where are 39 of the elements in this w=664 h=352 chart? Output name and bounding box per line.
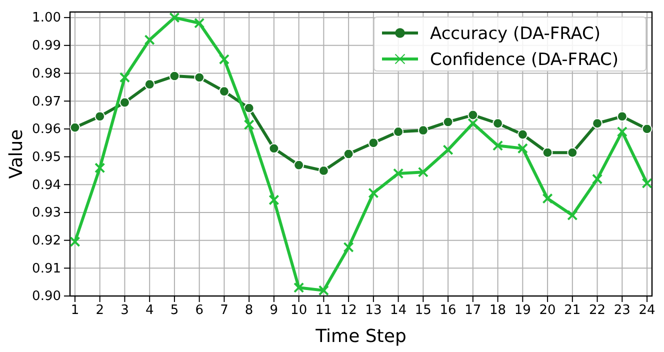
y-tick-label: 0.97 bbox=[32, 94, 61, 110]
x-tick-label: 23 bbox=[614, 303, 630, 318]
y-tick-label: 0.93 bbox=[32, 206, 61, 221]
x-tick-label: 7 bbox=[220, 303, 228, 318]
y-tick-label: 0.96 bbox=[32, 122, 61, 138]
x-tick-label: 21 bbox=[564, 303, 581, 318]
x-tick-label: 2 bbox=[96, 303, 104, 318]
x-tick-label: 14 bbox=[390, 303, 407, 318]
x-tick-label: 24 bbox=[638, 303, 656, 318]
x-tick-label: 5 bbox=[170, 303, 179, 318]
x-tick-label: 12 bbox=[340, 303, 357, 318]
legend-label: Accuracy (DA-FRAC) bbox=[430, 24, 601, 44]
x-tick-label: 18 bbox=[490, 303, 506, 318]
y-tick-label: 0.91 bbox=[32, 261, 61, 276]
x-tick-label: 13 bbox=[365, 303, 382, 318]
x-tick-label: 22 bbox=[589, 303, 606, 318]
y-tick-label: 0.90 bbox=[32, 289, 61, 304]
y-tick-label: 0.99 bbox=[32, 38, 61, 54]
x-tick-label: 17 bbox=[464, 303, 482, 318]
x-tick-label: 10 bbox=[290, 303, 308, 318]
x-tick-label: 11 bbox=[315, 303, 332, 318]
x-tick-label: 4 bbox=[145, 303, 154, 318]
x-tick-label: 19 bbox=[514, 303, 531, 318]
y-tick-label: 1.00 bbox=[32, 10, 61, 26]
x-tick-label: 20 bbox=[539, 303, 556, 318]
x-axis-title: Time Step bbox=[314, 326, 406, 347]
x-tick-label: 9 bbox=[270, 303, 278, 318]
legend-label: Confidence (DA-FRAC) bbox=[430, 50, 619, 70]
y-tick-label: 0.98 bbox=[32, 66, 61, 82]
x-tick-label: 1 bbox=[70, 303, 80, 318]
x-tick-label: 6 bbox=[195, 303, 204, 318]
y-axis-title: Value bbox=[6, 129, 27, 179]
y-tick-label: 0.95 bbox=[32, 150, 61, 165]
x-tick-label: 15 bbox=[414, 303, 432, 318]
x-tick-label: 16 bbox=[440, 303, 456, 318]
y-tick-label: 0.94 bbox=[32, 178, 61, 193]
x-tick-label: 8 bbox=[244, 303, 254, 318]
x-tick-label: 3 bbox=[120, 303, 129, 318]
y-tick-label: 0.92 bbox=[32, 233, 61, 248]
